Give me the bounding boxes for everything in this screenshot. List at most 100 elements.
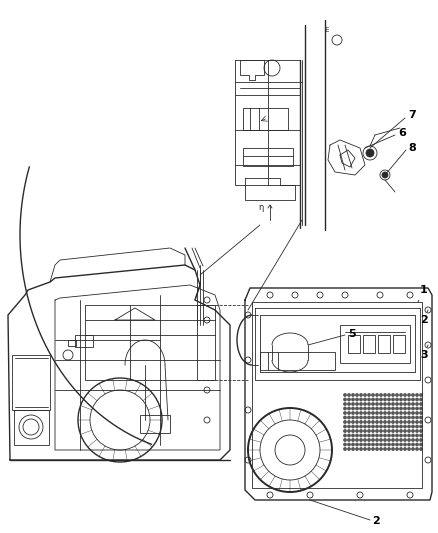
Circle shape [360,425,362,427]
Circle shape [412,416,414,419]
Circle shape [388,416,390,419]
Circle shape [372,407,374,410]
Text: 6: 6 [398,128,406,138]
Circle shape [416,421,418,423]
Circle shape [416,407,418,410]
Circle shape [380,421,382,423]
Circle shape [356,398,358,401]
Circle shape [368,443,370,446]
Circle shape [368,439,370,441]
Circle shape [408,430,410,432]
Circle shape [392,403,394,405]
Circle shape [412,421,414,423]
Circle shape [376,434,378,437]
Circle shape [368,412,370,414]
Circle shape [376,407,378,410]
Circle shape [416,398,418,401]
Circle shape [384,416,386,419]
Circle shape [344,448,346,450]
Circle shape [380,430,382,432]
Circle shape [368,394,370,396]
Circle shape [388,434,390,437]
Circle shape [372,430,374,432]
Circle shape [400,407,402,410]
Circle shape [368,407,370,410]
Circle shape [360,439,362,441]
Circle shape [404,421,406,423]
Circle shape [408,407,410,410]
Circle shape [420,430,422,432]
Circle shape [360,434,362,437]
Circle shape [372,443,374,446]
Circle shape [392,416,394,419]
Circle shape [348,416,350,419]
Circle shape [348,407,350,410]
Bar [12,355,50,410]
Circle shape [372,434,374,437]
Circle shape [352,416,354,419]
Circle shape [352,443,354,446]
Circle shape [376,394,378,396]
Text: 3: 3 [420,345,428,360]
Circle shape [348,443,350,446]
Circle shape [352,412,354,414]
Circle shape [352,430,354,432]
Circle shape [348,448,350,450]
Circle shape [364,412,366,414]
Circle shape [392,421,394,423]
Circle shape [356,425,358,427]
Circle shape [384,412,386,414]
Circle shape [352,434,354,437]
Circle shape [376,416,378,419]
Circle shape [400,430,402,432]
Circle shape [404,448,406,450]
Circle shape [388,425,390,427]
Circle shape [384,430,386,432]
Circle shape [352,425,354,427]
Circle shape [348,403,350,405]
Circle shape [356,394,358,396]
Circle shape [352,421,354,423]
Circle shape [356,443,358,446]
Circle shape [392,407,394,410]
Circle shape [420,439,422,441]
Circle shape [396,448,398,450]
Circle shape [412,394,414,396]
Circle shape [408,425,410,427]
Text: 1: 1 [418,285,428,302]
Circle shape [412,407,414,410]
Circle shape [364,443,366,446]
Circle shape [368,430,370,432]
Circle shape [364,407,366,410]
Circle shape [400,443,402,446]
Circle shape [344,434,346,437]
Circle shape [344,403,346,405]
Bar [348,335,360,353]
Circle shape [384,407,386,410]
Circle shape [396,430,398,432]
Circle shape [356,434,358,437]
Circle shape [416,412,418,414]
Circle shape [380,434,382,437]
Circle shape [360,443,362,446]
Circle shape [352,398,354,401]
Circle shape [348,398,350,401]
Circle shape [388,448,390,450]
Circle shape [376,403,378,405]
Circle shape [396,439,398,441]
Circle shape [408,448,410,450]
Circle shape [420,407,422,410]
Circle shape [376,398,378,401]
Circle shape [420,398,422,401]
Circle shape [380,416,382,419]
Circle shape [412,425,414,427]
Circle shape [372,421,374,423]
Circle shape [420,403,422,405]
Circle shape [344,398,346,401]
Circle shape [404,425,406,427]
Circle shape [348,394,350,396]
Circle shape [420,412,422,414]
Circle shape [372,439,374,441]
Text: 2: 2 [420,310,428,325]
Circle shape [352,407,354,410]
